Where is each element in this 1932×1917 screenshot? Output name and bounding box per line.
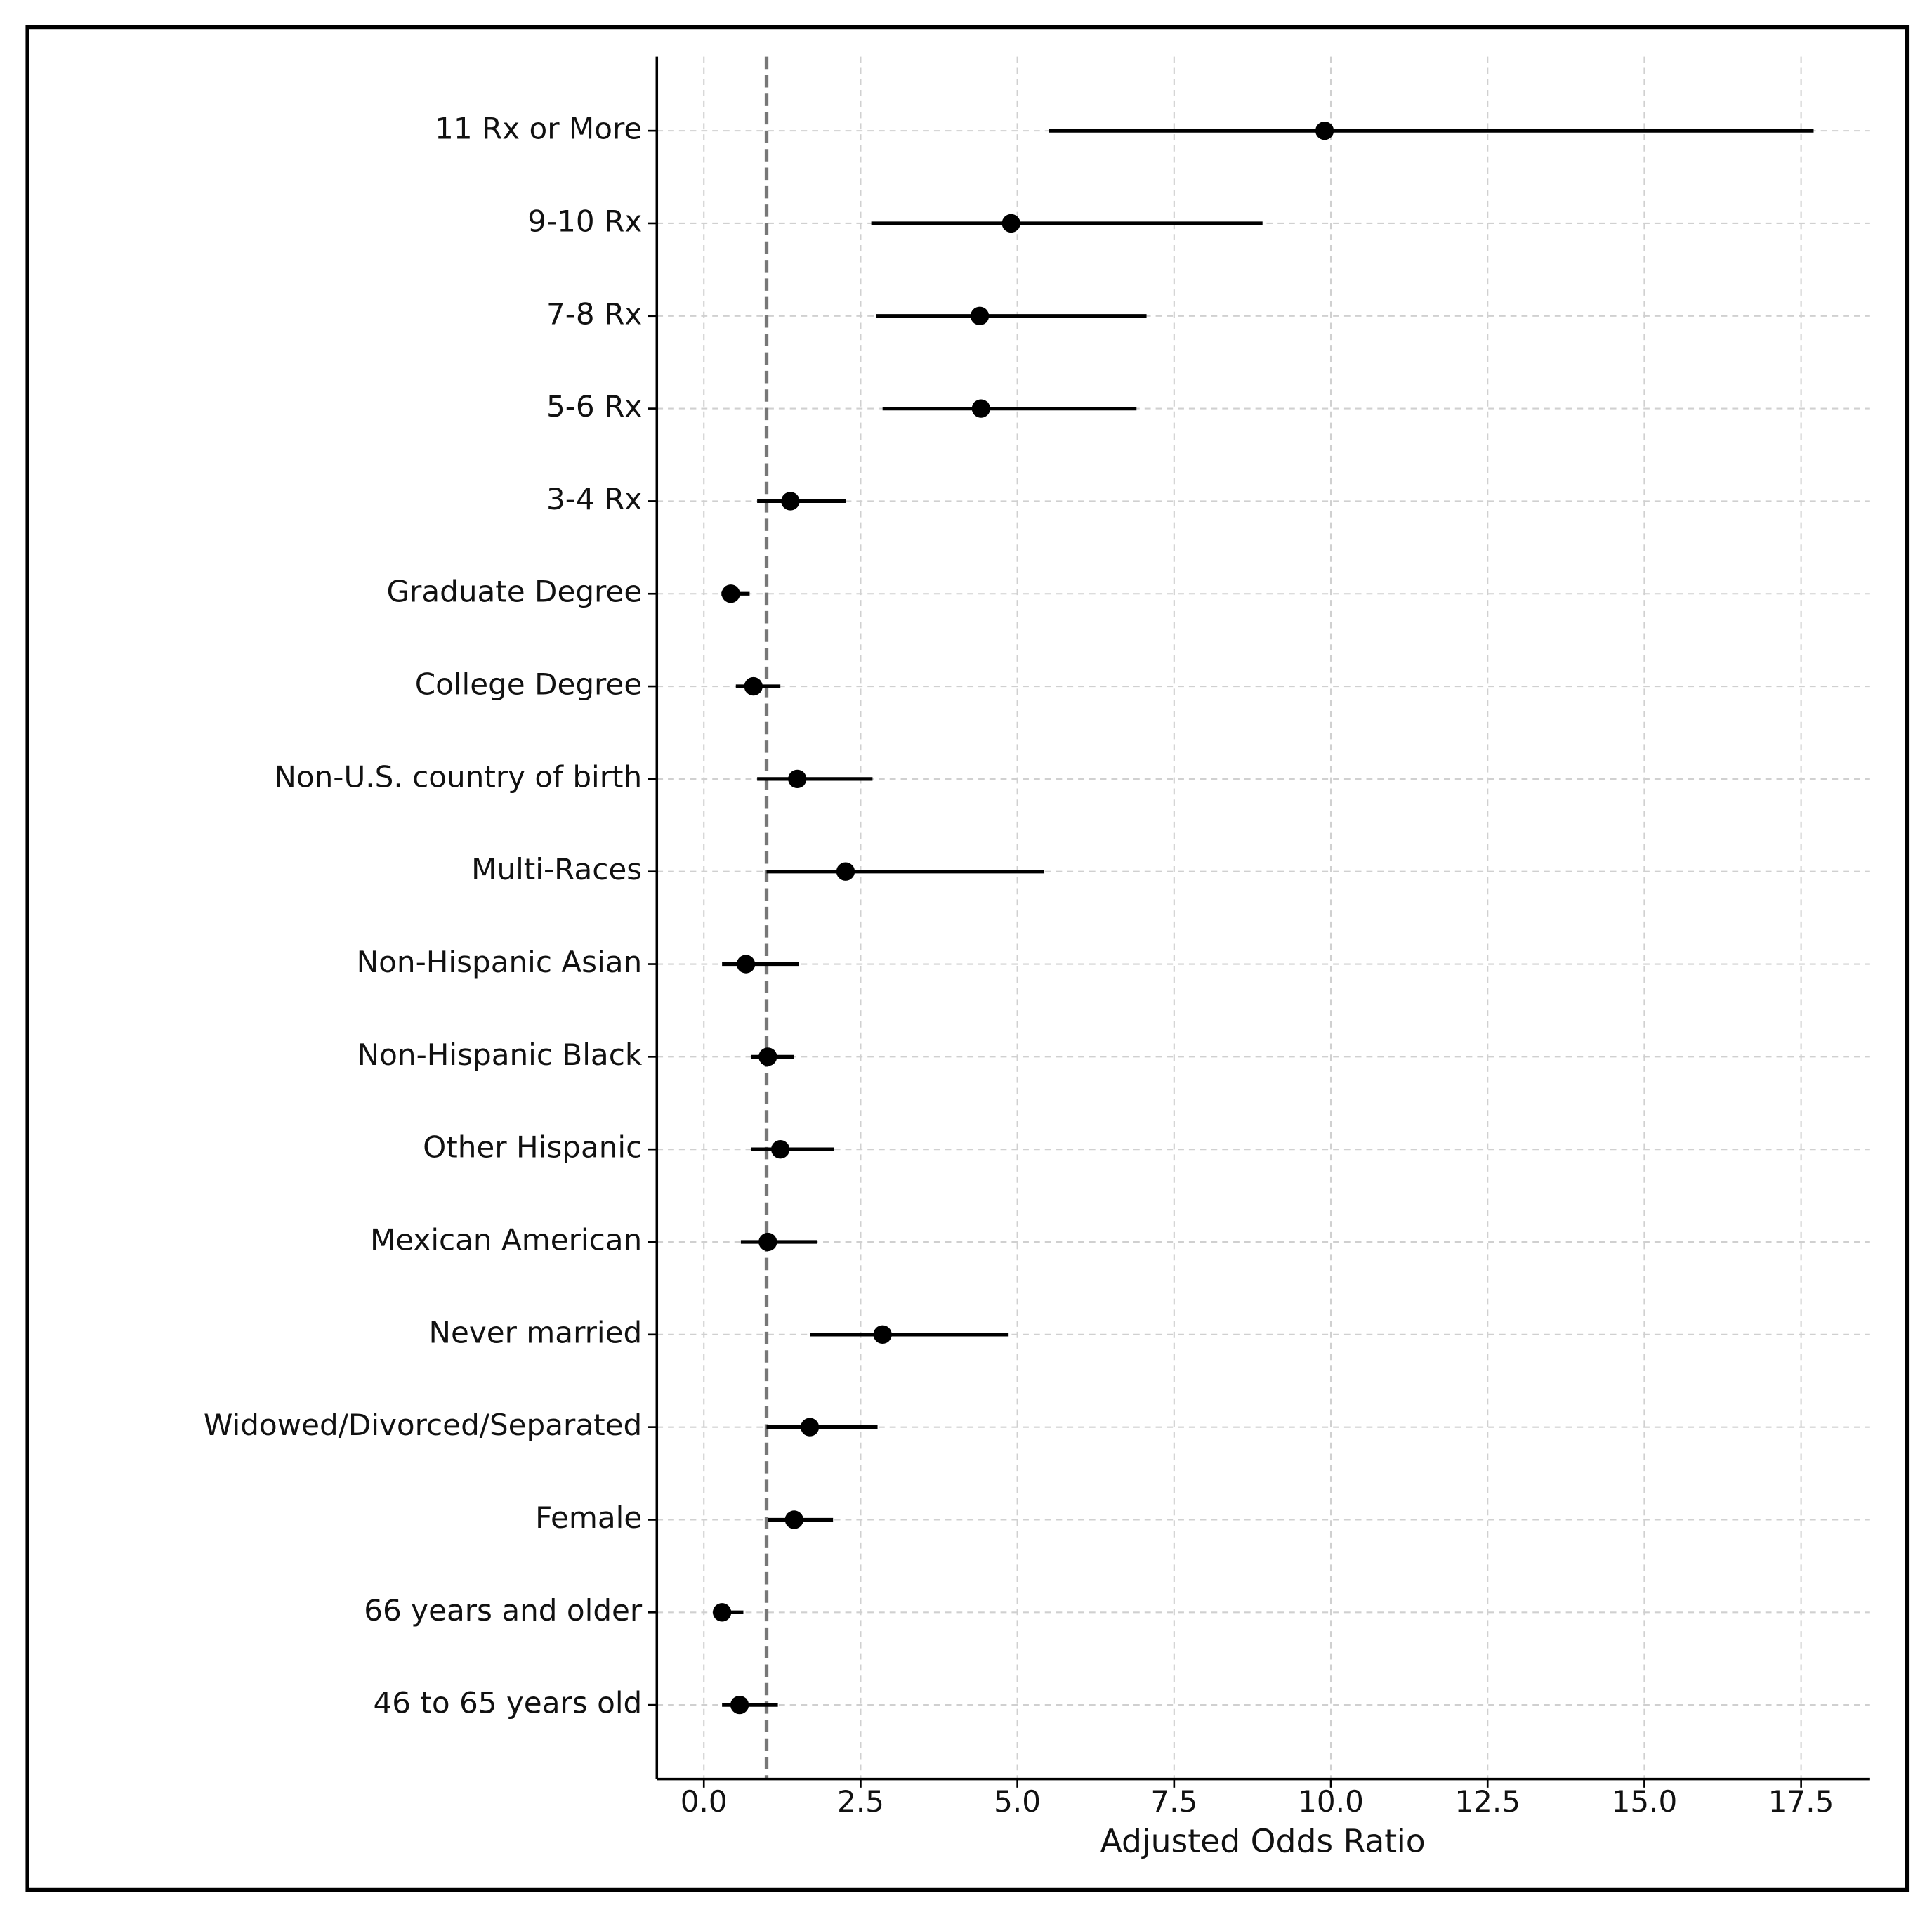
- y-tick-label: Never married: [428, 1315, 642, 1349]
- point-estimate: [758, 1232, 777, 1252]
- point-estimate: [758, 1047, 777, 1066]
- y-tick-label: Mexican American: [370, 1222, 642, 1257]
- point-estimate: [771, 1140, 790, 1159]
- point-estimate: [788, 769, 807, 789]
- y-tick-label: 7-8 Rx: [546, 296, 642, 331]
- y-tick-label: 5-6 Rx: [546, 389, 642, 424]
- x-tick-label: 0.0: [681, 1784, 728, 1819]
- point-estimate: [800, 1418, 820, 1437]
- point-estimate: [970, 306, 990, 325]
- y-tick-label: Multi-Races: [471, 852, 642, 886]
- point-estimate: [784, 1510, 803, 1529]
- x-tick-label: 17.5: [1768, 1784, 1834, 1819]
- point-estimate: [744, 676, 763, 696]
- point-estimate: [1001, 214, 1020, 233]
- point-estimate: [971, 399, 991, 418]
- x-tick-label: 2.5: [837, 1784, 884, 1819]
- point-estimate: [730, 1695, 749, 1715]
- point-estimate: [712, 1603, 732, 1622]
- point-estimate: [1315, 121, 1334, 140]
- point-estimate: [781, 492, 800, 511]
- y-tick-label: 11 Rx or More: [435, 112, 642, 146]
- x-tick-label: 12.5: [1454, 1784, 1520, 1819]
- y-tick-label: College Degree: [415, 667, 643, 702]
- y-tick-label: Other Hispanic: [423, 1130, 642, 1165]
- y-tick-label: 66 years and older: [364, 1593, 643, 1628]
- point-estimate: [836, 862, 855, 881]
- point-estimate: [721, 584, 740, 603]
- y-tick-label: Widowed/Divorced/Separated: [204, 1408, 642, 1442]
- y-tick-label: Female: [535, 1500, 642, 1535]
- x-tick-label: 5.0: [994, 1784, 1041, 1819]
- x-tick-label: 15.0: [1612, 1784, 1678, 1819]
- x-axis-label: Adjusted Odds Ratio: [1100, 1822, 1426, 1859]
- frame: [25, 25, 1910, 1892]
- y-tick-label: 9-10 Rx: [527, 204, 642, 238]
- y-tick-label: Non-Hispanic Asian: [357, 945, 643, 979]
- x-tick-label: 7.5: [1150, 1784, 1197, 1819]
- y-tick-label: Non-U.S. country of birth: [274, 759, 642, 794]
- point-estimate: [736, 955, 756, 974]
- y-tick-label: Non-Hispanic Black: [357, 1038, 643, 1072]
- x-tick-label: 10.0: [1298, 1784, 1364, 1819]
- y-tick-label: 46 to 65 years old: [373, 1686, 642, 1720]
- y-tick-label: Graduate Degree: [386, 575, 642, 609]
- y-tick-label: 3-4 Rx: [546, 482, 642, 516]
- point-estimate: [873, 1325, 892, 1344]
